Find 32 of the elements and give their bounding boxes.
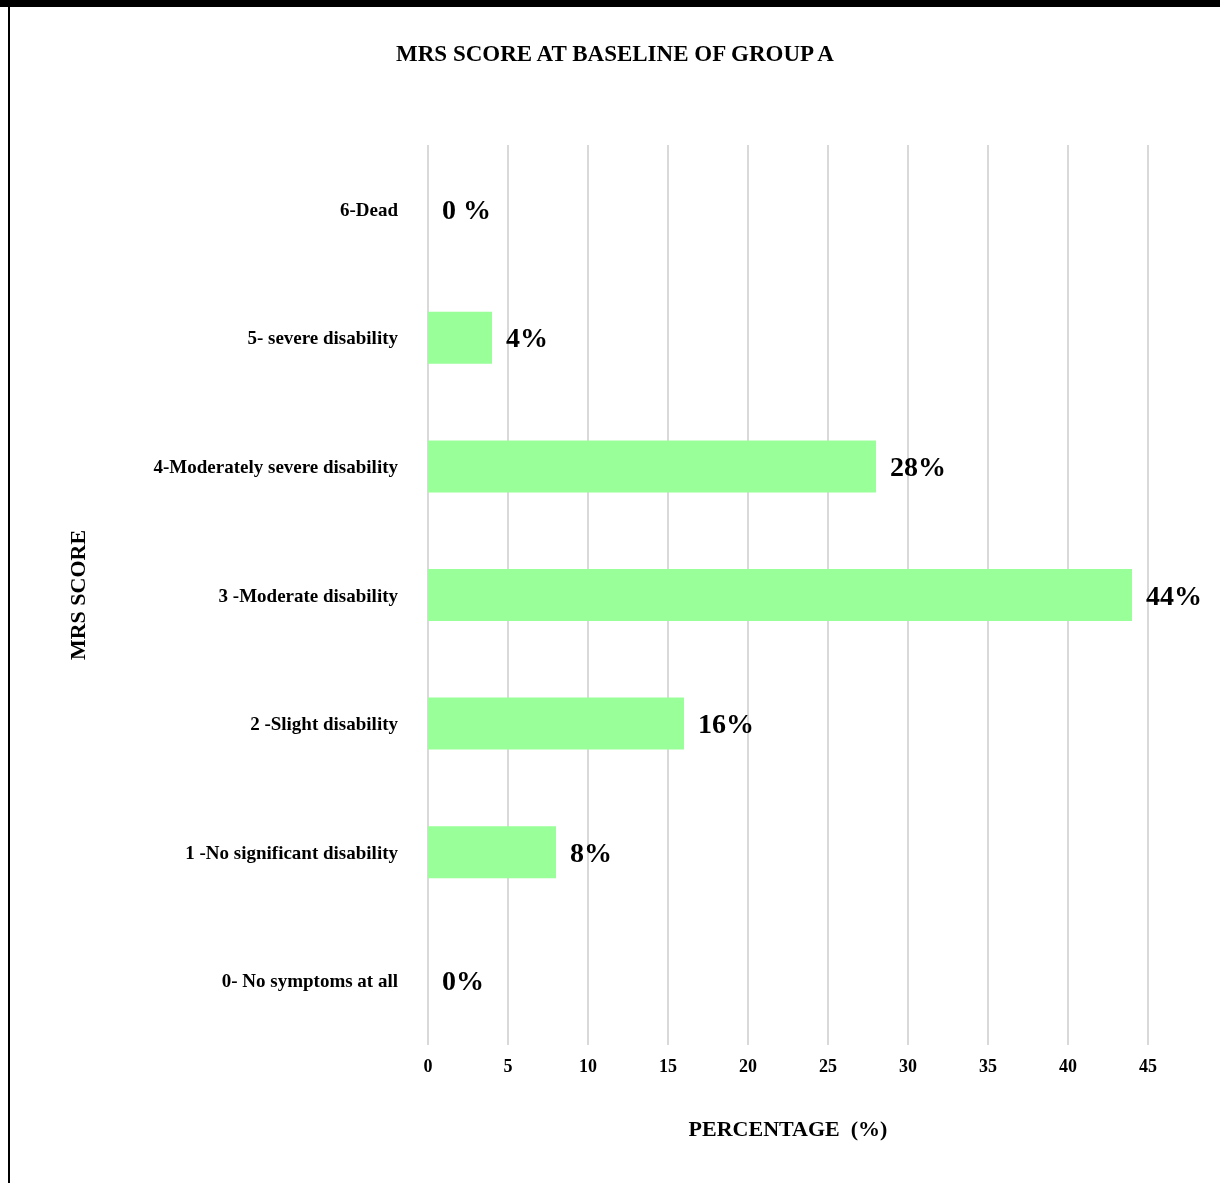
x-tick-label: 40 [1059, 1056, 1077, 1076]
x-tick-label: 15 [659, 1056, 677, 1076]
x-tick-label: 35 [979, 1056, 997, 1076]
bar [428, 569, 1132, 621]
y-tick-label: 6-Dead [339, 198, 399, 220]
data-label: 28% [890, 450, 946, 482]
x-tick-label: 45 [1139, 1056, 1157, 1076]
y-axis-title: MRS SCORE [64, 529, 90, 661]
y-tick-label: 1 -No significant disability [185, 841, 399, 863]
y-tick-label: 4-Moderately severe disability [153, 455, 399, 477]
y-tick-label: 2 -Slight disability [250, 713, 399, 735]
y-tick-label: 0- No symptoms at all [221, 970, 398, 992]
y-tick-label: 3 -Moderate disability [218, 584, 399, 606]
data-label: 0% [442, 965, 484, 997]
x-tick-label: 30 [899, 1056, 917, 1076]
data-label: 4% [506, 322, 548, 354]
bar [428, 697, 684, 750]
x-tick-label: 0 [423, 1056, 433, 1076]
x-tick-label: 25 [819, 1056, 837, 1076]
data-label: 16% [698, 708, 754, 740]
x-tick-label: 10 [579, 1056, 597, 1076]
chart-title: MRS SCORE AT BASELINE OF GROUP A [396, 41, 835, 66]
y-tick-label: 5- severe disability [247, 327, 399, 349]
x-tick-label: 5 [503, 1056, 513, 1076]
data-label: 44% [1146, 579, 1202, 611]
data-label: 8% [570, 836, 612, 868]
bar [428, 440, 876, 493]
x-axis-title: PERCENTAGE (%) [688, 1115, 888, 1141]
data-label: 0 % [442, 193, 491, 225]
bar [428, 311, 492, 364]
x-tick-label: 20 [739, 1056, 757, 1076]
bar [428, 826, 556, 879]
